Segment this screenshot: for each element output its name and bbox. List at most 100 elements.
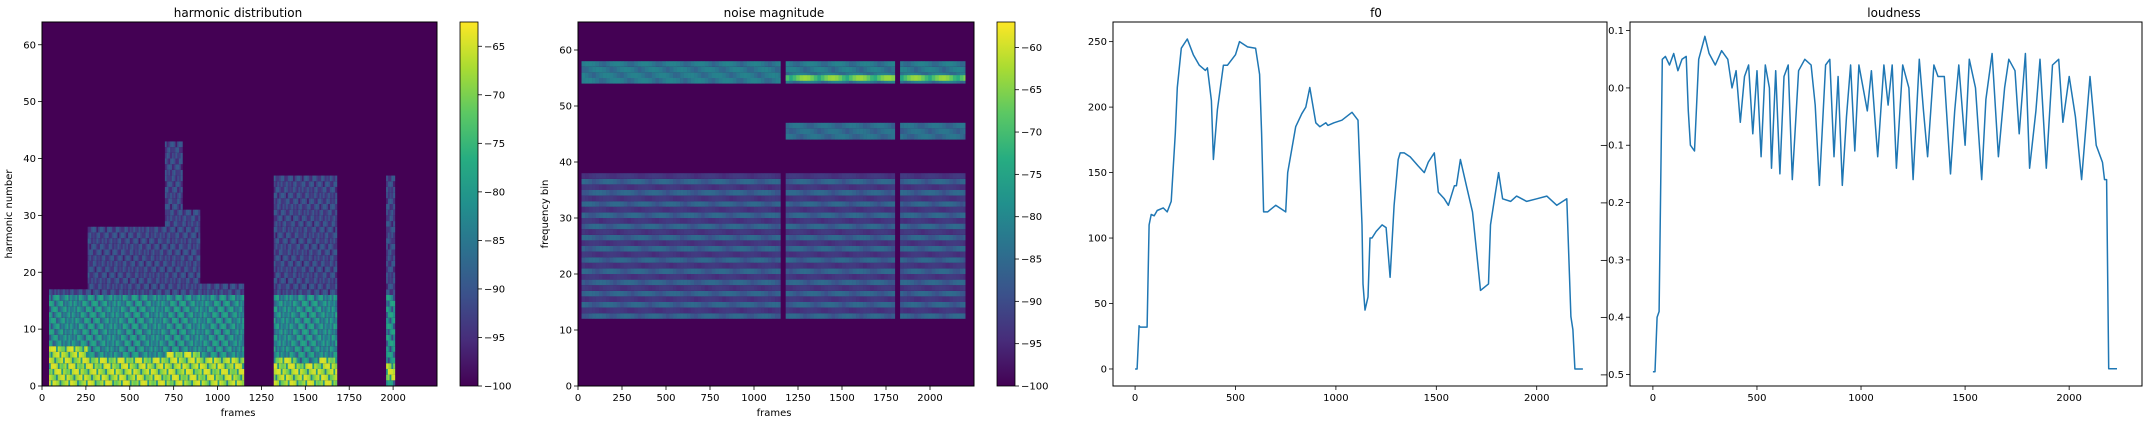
heatmap-cell [203, 346, 206, 352]
heatmap-cell [725, 61, 730, 67]
heatmap-cell [156, 323, 159, 330]
heatmap-cell [110, 306, 113, 313]
heatmap-cell [938, 122, 943, 129]
heatmap-cell [235, 329, 238, 335]
heatmap-cell [135, 238, 138, 244]
heatmap-cell [133, 260, 136, 267]
heatmap-cell [59, 363, 62, 369]
heatmap-cell [77, 317, 80, 324]
heatmap-cell [328, 226, 331, 233]
heatmap-cell [287, 226, 290, 233]
heatmap-cell [391, 255, 394, 261]
heatmap-cell [289, 198, 292, 204]
heatmap-cell [229, 374, 232, 381]
heatmap-cell [296, 323, 299, 330]
heatmap-cell [222, 323, 225, 330]
heatmap-cell [117, 260, 120, 267]
heatmap-cell [115, 289, 118, 295]
heatmap-cell [296, 363, 299, 369]
heatmap-cell [78, 334, 81, 341]
heatmap-cell [168, 277, 171, 284]
heatmap-cell [122, 351, 125, 358]
heatmap-cell [175, 272, 178, 278]
heatmap-cell [704, 78, 709, 84]
heatmap-cell [314, 357, 317, 364]
heatmap-cell [873, 61, 878, 67]
heatmap-cell [333, 306, 336, 313]
heatmap-cell [796, 78, 801, 84]
heatmap-cell [873, 134, 878, 140]
heatmap-cell [866, 78, 871, 84]
heatmap-cell [84, 380, 87, 386]
heatmap-cell [326, 351, 329, 358]
heatmap-cell [275, 277, 278, 284]
heatmap-cell [185, 334, 189, 341]
heatmap-cell [129, 272, 132, 278]
heatmap-cell [229, 363, 232, 369]
heatmap-cell [49, 380, 52, 386]
heatmap-cell [273, 226, 276, 233]
heatmap-cell [75, 329, 78, 335]
heatmap-cell [98, 312, 101, 318]
heatmap-cell [191, 226, 194, 233]
heatmap-cell [161, 334, 164, 341]
heatmap-cell [115, 226, 118, 233]
heatmap-cell [333, 215, 336, 222]
heatmap-cell [154, 357, 157, 364]
heatmap-cell [126, 380, 129, 386]
heatmap-cell [389, 357, 392, 364]
heatmap-cell [106, 255, 110, 261]
heatmap-cell [310, 243, 313, 250]
heatmap-cell [85, 300, 88, 307]
heatmap-cell [286, 374, 289, 381]
heatmap-cell [891, 134, 896, 140]
heatmap-cell [117, 272, 120, 278]
heatmap-cell [101, 346, 104, 352]
heatmap-cell [106, 226, 110, 233]
heatmap-cell [63, 363, 66, 369]
heatmap-cell [192, 368, 196, 375]
heatmap-cell [298, 277, 301, 284]
heatmap-cell [54, 351, 57, 358]
heatmap-cell [168, 198, 171, 204]
heatmap-cell [291, 243, 294, 250]
heatmap-cell [143, 243, 146, 250]
heatmap-cell [212, 380, 215, 386]
heatmap-cell [924, 128, 929, 134]
heatmap-cell [838, 61, 843, 67]
heatmap-cell [956, 61, 961, 67]
heatmap-cell [157, 260, 160, 267]
heatmap-cell [945, 128, 950, 134]
heatmap-cell [322, 243, 325, 250]
heatmap-cell [135, 295, 138, 301]
heatmap-cell [287, 340, 290, 347]
heatmap-cell [287, 368, 290, 375]
heatmap-cell [651, 72, 656, 78]
heatmap-cell [294, 255, 297, 261]
heatmap-cell [286, 260, 289, 267]
heatmap-cell [205, 295, 208, 301]
heatmap-cell [219, 300, 222, 307]
heatmap-cell [303, 226, 306, 233]
heatmap-cell [287, 306, 290, 313]
heatmap-cell [229, 346, 232, 352]
heatmap-cell [156, 374, 159, 381]
heatmap-cell [314, 215, 317, 222]
heatmap-cell [824, 75, 829, 81]
heatmap-cell [328, 249, 331, 256]
heatmap-cell [817, 75, 822, 81]
heatmap-cell [606, 66, 610, 73]
heatmap-cell [178, 277, 181, 284]
heatmap-cell [870, 122, 874, 129]
heatmap-cell [203, 351, 206, 358]
heatmap-cell [386, 277, 389, 284]
heatmap-cell [214, 334, 217, 341]
heatmap-cell [77, 295, 80, 301]
heatmap-cell [101, 329, 104, 335]
heatmap-cell [389, 226, 392, 233]
heatmap-cell [122, 238, 125, 244]
heatmap-cell [319, 175, 322, 182]
heatmap-cell [324, 380, 327, 386]
heatmap-cell [150, 380, 153, 386]
heatmap-cell [71, 363, 74, 369]
